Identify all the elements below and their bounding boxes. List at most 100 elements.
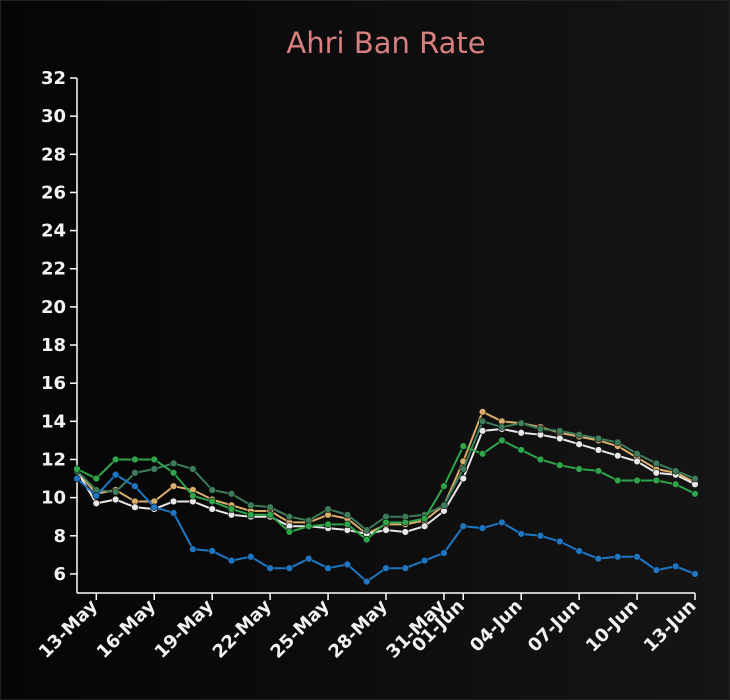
data-point (362, 577, 371, 586)
data-point (131, 503, 139, 511)
data-point (266, 564, 274, 572)
data-point (633, 553, 641, 561)
data-point (401, 564, 410, 572)
data-point (594, 434, 603, 443)
data-point (652, 459, 661, 467)
data-point (671, 467, 680, 475)
x-tick-label: 25-May (267, 596, 334, 663)
data-point (73, 474, 81, 483)
y-tick-label: 12 (41, 449, 66, 470)
data-point (517, 530, 525, 538)
data-point (459, 465, 467, 473)
data-point (111, 488, 120, 496)
data-point (671, 562, 680, 570)
data-point (73, 465, 81, 473)
data-point (382, 518, 390, 527)
data-point (169, 459, 178, 467)
data-point (575, 465, 583, 473)
data-point (633, 476, 641, 485)
data-point (420, 556, 429, 565)
x-tick-label: 28-May (325, 596, 392, 663)
data-point (343, 520, 352, 529)
data-point (343, 560, 352, 569)
data-point (247, 553, 255, 561)
y-tick-label: 10 (41, 488, 66, 509)
data-point (362, 526, 371, 534)
y-tick-label: 6 (53, 564, 66, 585)
data-point (420, 522, 429, 530)
data-point (189, 465, 197, 473)
y-tick-label: 8 (53, 526, 66, 547)
data-point (478, 524, 487, 532)
data-point (633, 450, 641, 458)
data-point (247, 501, 255, 509)
data-point (691, 570, 699, 578)
data-point (594, 467, 603, 475)
data-point (517, 419, 525, 427)
x-tick-label: 22-May (209, 596, 276, 663)
data-point (614, 553, 622, 561)
x-tick-label: 13-Jun (640, 596, 701, 657)
data-point (285, 528, 294, 536)
data-point (536, 532, 545, 540)
chart-title: Ahri Ban Rate (286, 26, 485, 60)
x-tick-label: 04-Jun (466, 596, 527, 657)
y-tick-label: 30 (41, 106, 66, 127)
data-point (556, 434, 564, 443)
data-point (169, 497, 178, 506)
data-point (305, 554, 313, 563)
data-point (150, 503, 158, 511)
data-point (362, 535, 371, 544)
data-point (382, 564, 390, 572)
data-point (247, 511, 255, 519)
data-point (150, 455, 158, 464)
data-point (691, 474, 699, 483)
data-point (440, 482, 448, 490)
data-point (111, 455, 120, 464)
data-point (633, 457, 641, 466)
data-point (305, 522, 313, 530)
data-point (169, 482, 178, 490)
data-point (208, 505, 216, 513)
data-point (324, 564, 332, 572)
data-point (459, 522, 467, 530)
data-point (401, 518, 410, 527)
y-tick-label: 32 (41, 68, 66, 89)
y-tick-label: 20 (41, 297, 66, 318)
series-5 (73, 471, 699, 586)
series-layer (73, 408, 699, 586)
data-point (575, 547, 583, 555)
data-point (478, 417, 487, 426)
data-point (285, 513, 294, 521)
data-point (614, 476, 622, 485)
data-point (575, 430, 583, 439)
data-point (131, 482, 139, 490)
data-point (459, 474, 467, 483)
data-point (556, 461, 564, 469)
data-point (92, 492, 101, 500)
data-point (92, 499, 101, 508)
data-point (614, 438, 622, 447)
data-point (498, 436, 506, 445)
data-point (208, 497, 216, 506)
data-point (556, 427, 564, 435)
y-tick-label: 26 (41, 182, 66, 203)
x-tick-label: 10-Jun (582, 596, 643, 657)
data-point (575, 440, 583, 448)
data-point (266, 503, 274, 511)
data-point (189, 545, 197, 553)
data-point (111, 495, 120, 504)
axes: 6 8 10 12 14 16 18 20 22 24 26 28 30 32 13-May16-May19… (35, 68, 701, 663)
data-point (440, 549, 448, 557)
data-point (208, 486, 216, 494)
y-tick-label: 18 (41, 335, 66, 356)
data-point (498, 423, 506, 431)
data-point (324, 505, 332, 513)
series-3 (73, 417, 699, 534)
data-point (131, 455, 139, 464)
data-point (266, 511, 274, 519)
data-point (401, 528, 410, 536)
series-4 (73, 436, 699, 544)
data-point (131, 469, 139, 477)
